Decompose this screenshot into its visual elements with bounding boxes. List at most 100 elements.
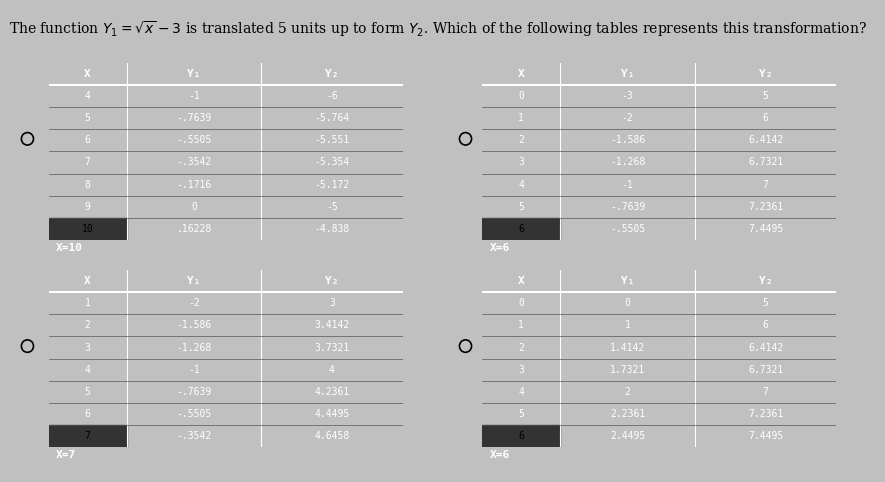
Text: -.1716: -.1716 bbox=[176, 180, 212, 189]
Text: 7.2361: 7.2361 bbox=[748, 409, 783, 419]
Text: 9: 9 bbox=[85, 202, 90, 212]
Text: -1.586: -1.586 bbox=[176, 321, 212, 330]
Text: -.3542: -.3542 bbox=[176, 431, 212, 441]
Text: 6: 6 bbox=[519, 224, 524, 234]
Text: 7: 7 bbox=[85, 158, 90, 167]
Bar bbox=[482, 218, 560, 240]
Text: 1.7321: 1.7321 bbox=[610, 365, 645, 375]
Text: 7.4495: 7.4495 bbox=[748, 431, 783, 441]
Text: 5: 5 bbox=[85, 113, 90, 123]
Bar bbox=[482, 425, 560, 447]
Text: 4.4495: 4.4495 bbox=[314, 409, 350, 419]
Text: 5: 5 bbox=[763, 298, 768, 308]
Text: 0: 0 bbox=[625, 298, 630, 308]
Text: 1: 1 bbox=[519, 321, 524, 330]
Text: 3: 3 bbox=[519, 365, 524, 375]
Text: 2.4495: 2.4495 bbox=[610, 431, 645, 441]
Text: 4: 4 bbox=[519, 387, 524, 397]
Text: 3: 3 bbox=[519, 158, 524, 167]
Text: 4: 4 bbox=[329, 365, 335, 375]
Text: 2: 2 bbox=[519, 135, 524, 145]
Text: X=7: X=7 bbox=[56, 450, 76, 460]
Text: X: X bbox=[518, 69, 525, 79]
Text: 5: 5 bbox=[85, 387, 90, 397]
Text: 8: 8 bbox=[85, 180, 90, 189]
Text: 7.4495: 7.4495 bbox=[748, 224, 783, 234]
Text: -6: -6 bbox=[326, 91, 338, 101]
Text: 5: 5 bbox=[519, 409, 524, 419]
Text: Y₂: Y₂ bbox=[758, 276, 773, 286]
Text: 5: 5 bbox=[763, 91, 768, 101]
Text: -1: -1 bbox=[188, 365, 200, 375]
Text: Y₂: Y₂ bbox=[758, 69, 773, 79]
Text: 2: 2 bbox=[625, 387, 630, 397]
Text: 3.4142: 3.4142 bbox=[314, 321, 350, 330]
Text: X=6: X=6 bbox=[489, 243, 510, 253]
Text: -1.586: -1.586 bbox=[610, 135, 645, 145]
Text: -.5505: -.5505 bbox=[176, 135, 212, 145]
Bar bbox=[49, 218, 127, 240]
Text: 6.7321: 6.7321 bbox=[748, 365, 783, 375]
Text: X: X bbox=[84, 276, 91, 286]
Text: 4: 4 bbox=[519, 180, 524, 189]
Text: Y₂: Y₂ bbox=[325, 276, 339, 286]
Text: 7: 7 bbox=[763, 180, 768, 189]
Text: Y₁: Y₁ bbox=[187, 276, 201, 286]
Text: The function $Y_1 = \sqrt{x} - 3$ is translated 5 units up to form $Y_2$. Which : The function $Y_1 = \sqrt{x} - 3$ is tra… bbox=[9, 19, 866, 39]
Text: 1.4142: 1.4142 bbox=[610, 343, 645, 352]
Text: -.5505: -.5505 bbox=[610, 224, 645, 234]
Text: -.3542: -.3542 bbox=[176, 158, 212, 167]
Text: -.5505: -.5505 bbox=[176, 409, 212, 419]
Text: 7.2361: 7.2361 bbox=[748, 202, 783, 212]
Text: -5.172: -5.172 bbox=[314, 180, 350, 189]
Text: X=10: X=10 bbox=[56, 243, 83, 253]
Text: -5: -5 bbox=[326, 202, 338, 212]
Text: Y₁: Y₁ bbox=[620, 276, 635, 286]
Text: 10: 10 bbox=[81, 224, 94, 234]
Text: 0: 0 bbox=[519, 91, 524, 101]
Text: 4.2361: 4.2361 bbox=[314, 387, 350, 397]
Text: X=6: X=6 bbox=[489, 450, 510, 460]
Text: 3: 3 bbox=[85, 343, 90, 352]
Text: 6: 6 bbox=[85, 135, 90, 145]
Text: -1: -1 bbox=[188, 91, 200, 101]
Text: X: X bbox=[84, 69, 91, 79]
Text: 4: 4 bbox=[85, 91, 90, 101]
Text: 6: 6 bbox=[763, 113, 768, 123]
Text: Y₁: Y₁ bbox=[620, 69, 635, 79]
Text: 6: 6 bbox=[519, 431, 524, 441]
Text: 0: 0 bbox=[519, 298, 524, 308]
Text: 4: 4 bbox=[85, 365, 90, 375]
Bar bbox=[49, 425, 127, 447]
Text: -2: -2 bbox=[188, 298, 200, 308]
Text: -1: -1 bbox=[621, 180, 634, 189]
Text: 4.6458: 4.6458 bbox=[314, 431, 350, 441]
Text: 6.7321: 6.7321 bbox=[748, 158, 783, 167]
Text: -3: -3 bbox=[621, 91, 634, 101]
Text: 6: 6 bbox=[85, 409, 90, 419]
Text: X: X bbox=[518, 276, 525, 286]
Text: -1.268: -1.268 bbox=[610, 158, 645, 167]
Text: 0: 0 bbox=[191, 202, 196, 212]
Text: 5: 5 bbox=[519, 202, 524, 212]
Text: 1: 1 bbox=[625, 321, 630, 330]
Text: -.7639: -.7639 bbox=[176, 387, 212, 397]
Text: -5.551: -5.551 bbox=[314, 135, 350, 145]
Text: 1: 1 bbox=[519, 113, 524, 123]
Text: 1: 1 bbox=[85, 298, 90, 308]
Text: 3: 3 bbox=[329, 298, 335, 308]
Text: 2: 2 bbox=[519, 343, 524, 352]
Text: 2.2361: 2.2361 bbox=[610, 409, 645, 419]
Text: 7: 7 bbox=[85, 431, 90, 441]
Text: 7: 7 bbox=[763, 387, 768, 397]
Text: -4.838: -4.838 bbox=[314, 224, 350, 234]
Text: 6.4142: 6.4142 bbox=[748, 343, 783, 352]
Text: -2: -2 bbox=[621, 113, 634, 123]
Text: 6.4142: 6.4142 bbox=[748, 135, 783, 145]
Text: 3.7321: 3.7321 bbox=[314, 343, 350, 352]
Text: 2: 2 bbox=[85, 321, 90, 330]
Text: -.7639: -.7639 bbox=[610, 202, 645, 212]
Text: -1.268: -1.268 bbox=[176, 343, 212, 352]
Text: -5.764: -5.764 bbox=[314, 113, 350, 123]
Text: Y₂: Y₂ bbox=[325, 69, 339, 79]
